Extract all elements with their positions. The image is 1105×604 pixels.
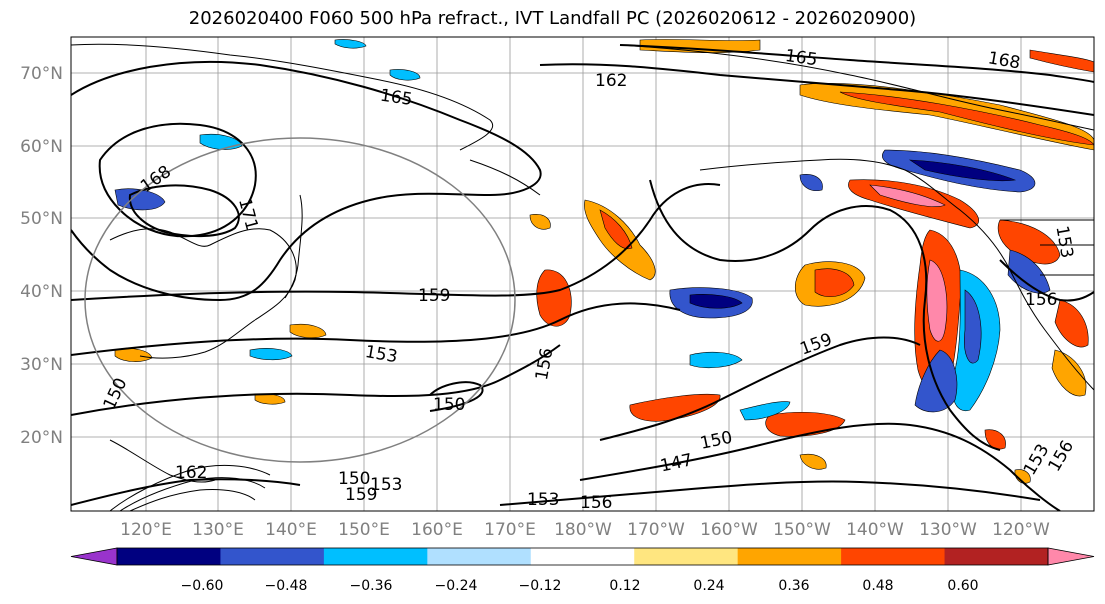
contour-label: 153	[370, 475, 402, 495]
longitude-axis: 120°E 130°E 140°E 150°E 160°E 170°E 180°…	[120, 520, 1050, 540]
contour-label: 162	[175, 463, 207, 483]
colorbar-segment	[117, 548, 221, 565]
lat-label: 20°N	[20, 428, 63, 448]
lon-label: 170°E	[484, 520, 536, 540]
colorbar-tick-label: −0.60	[181, 578, 224, 594]
lon-label: 160°E	[411, 520, 463, 540]
colorbar-extend-min	[70, 547, 118, 566]
contour-label: 153	[527, 490, 559, 510]
lat-label: 60°N	[20, 137, 63, 157]
contour-label: 156	[580, 493, 612, 513]
lon-label: 140°E	[265, 520, 317, 540]
lon-label: 160°W	[700, 520, 758, 540]
contour-label: 165	[784, 46, 819, 70]
lon-label: 120°W	[992, 520, 1050, 540]
lat-label: 50°N	[20, 209, 63, 229]
coastlines	[71, 43, 1094, 483]
lon-label: 170°W	[627, 520, 685, 540]
lon-label: 130°E	[192, 520, 244, 540]
contour-label: 156	[1025, 290, 1057, 310]
latitude-axis: 70°N 60°N 50°N 40°N 30°N 20°N	[20, 64, 63, 448]
lon-label: 120°E	[120, 520, 172, 540]
colorbar-segment	[220, 548, 325, 565]
colorbar-tick-label: 0.12	[609, 578, 640, 594]
contour-label: 159	[345, 485, 377, 505]
colorbar-segment	[944, 548, 1049, 565]
colorbar-segment	[841, 548, 946, 565]
contour-label-group: 165 162 165 168 168 171 159 153 156 150 …	[100, 46, 1079, 513]
colorbar-tick-label: −0.24	[435, 578, 478, 594]
colorbar-segment	[530, 548, 635, 565]
landfall-radius-ring	[84, 137, 516, 463]
colorbar-segment	[427, 548, 532, 565]
colorbar	[70, 547, 1095, 566]
lon-label: 130°W	[919, 520, 977, 540]
colorbar-tick-label: 0.60	[947, 578, 978, 594]
colorbar-segment	[323, 548, 428, 565]
colorbar-ticks: −0.60 −0.48 −0.36 −0.24 −0.12 0.12 0.24 …	[181, 578, 979, 594]
colorbar-tick-label: 0.36	[778, 578, 809, 594]
height-contours	[71, 44, 1094, 511]
contour-label: 162	[595, 71, 627, 91]
colorbar-segment	[634, 548, 739, 565]
thin-contours	[109, 464, 271, 511]
contour-label: 150	[433, 395, 465, 415]
colorbar-tick-label: 0.24	[693, 578, 724, 594]
contour-label: 159	[418, 286, 450, 306]
map-frame	[70, 36, 1095, 512]
lat-label: 30°N	[20, 355, 63, 375]
lon-label: 140°W	[846, 520, 904, 540]
contour-label: 150	[338, 469, 370, 489]
colorbar-tick-label: 0.48	[862, 578, 893, 594]
colorbar-tick-label: −0.48	[265, 578, 308, 594]
colorbar-extend-max	[1047, 547, 1095, 566]
lon-label: 150°W	[773, 520, 831, 540]
colorbar-tick-label: −0.36	[350, 578, 393, 594]
figure-title: 2026020400 F060 500 hPa refract., IVT La…	[188, 8, 917, 29]
colorbar-segment	[737, 548, 842, 565]
contour-label: 165	[379, 86, 414, 110]
colorbar-frame	[116, 547, 1049, 566]
lat-label: 40°N	[20, 282, 63, 302]
lon-label: 150°E	[338, 520, 390, 540]
lon-label: 180°W	[554, 520, 612, 540]
colorbar-tick-label: −0.12	[519, 578, 562, 594]
lat-label: 70°N	[20, 64, 63, 84]
